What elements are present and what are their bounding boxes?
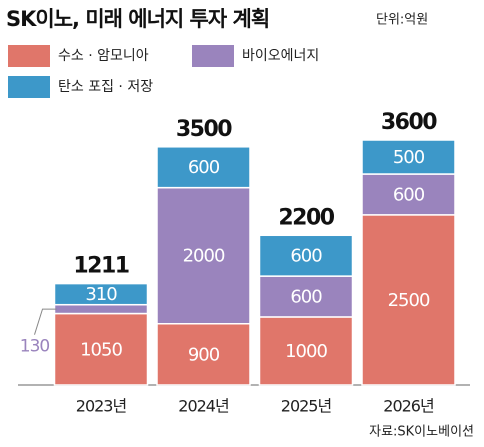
total-label: 2200 [278, 205, 334, 230]
bar-segment [156, 323, 251, 386]
chart-title: SK이노, 미래 에너지 투자 계획 [6, 7, 269, 31]
legend-swatch [8, 45, 50, 67]
bar-segment [361, 214, 456, 386]
bar-segment [361, 173, 456, 216]
leader-line [34, 308, 57, 335]
segment-label: 600 [290, 287, 322, 308]
bar-segment [156, 186, 251, 325]
segment-label-outside: 130 [20, 337, 50, 357]
segment-label: 1000 [285, 341, 327, 362]
segment-label: 310 [85, 284, 117, 305]
x-tick-label: 2024년 [178, 397, 229, 416]
bar-segment [258, 234, 354, 277]
segment-label: 600 [188, 157, 220, 178]
segment-label: 900 [188, 344, 220, 365]
legend-swatch [192, 45, 234, 67]
bar-segment [53, 303, 149, 315]
x-tick-label: 2023년 [76, 397, 127, 416]
bar-segment [53, 282, 149, 306]
bar-segment [258, 275, 354, 318]
legend-label: 바이오에너지 [242, 48, 319, 64]
bar-segment [361, 139, 456, 175]
legend-label: 수소 · 암모니아 [58, 48, 149, 64]
segment-label: 2000 [183, 246, 225, 267]
total-label: 3600 [381, 110, 437, 135]
segment-label: 2500 [388, 290, 430, 311]
segment-label: 600 [290, 246, 322, 267]
segment-label: 1050 [80, 339, 122, 360]
bar-segment [53, 312, 149, 386]
segment-label: 500 [393, 147, 425, 168]
bar-segment [258, 316, 354, 386]
bar-segment [156, 146, 251, 189]
source: 자료:SK이노베이션 [369, 425, 474, 440]
x-tick-label: 2025년 [281, 397, 332, 416]
unit-label: 단위:억원 [376, 13, 428, 28]
x-tick-label: 2026년 [383, 397, 434, 416]
total-label: 1211 [73, 254, 128, 279]
segment-label: 600 [393, 184, 425, 205]
legend-swatch [8, 76, 50, 98]
total-label: 3500 [176, 117, 232, 142]
legend-label: 탄소 포집 · 저장 [58, 79, 153, 95]
